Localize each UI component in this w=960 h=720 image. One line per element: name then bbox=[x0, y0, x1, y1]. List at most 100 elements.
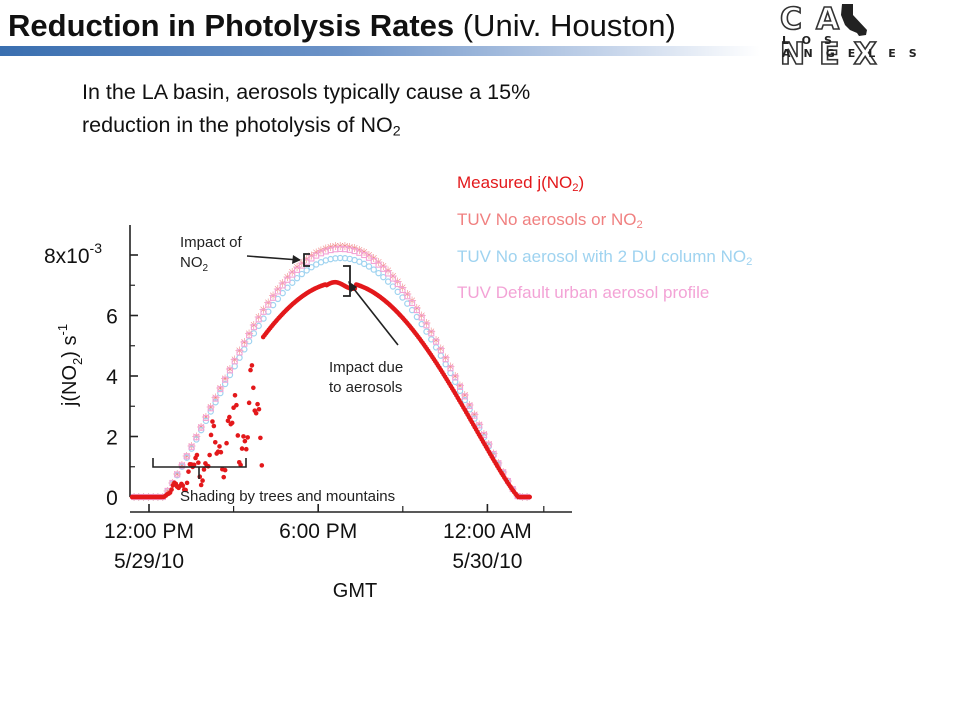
data-point-measured bbox=[207, 452, 212, 458]
x-tick-label: 12:00 PM bbox=[104, 520, 194, 543]
calnex-logo: CA NEX LOS ANGELES bbox=[779, 1, 950, 73]
ylabel-sup: -1 bbox=[55, 324, 70, 336]
data-point-measured bbox=[210, 419, 215, 424]
data-point-star: ✳ bbox=[431, 334, 440, 347]
data-point-square bbox=[246, 332, 253, 339]
data-point-star: ✳ bbox=[235, 345, 244, 358]
data-point-measured bbox=[194, 452, 200, 458]
x-tick-date: 5/29/10 bbox=[114, 550, 184, 573]
data-point-measured bbox=[253, 410, 259, 416]
logo-location: LOS ANGELES bbox=[782, 34, 930, 60]
data-point-circle bbox=[360, 260, 368, 268]
data-point-star: ✳ bbox=[441, 352, 450, 365]
data-point-star: ✳ bbox=[259, 304, 268, 317]
data-point-circle bbox=[308, 263, 315, 271]
data-point-circle bbox=[207, 408, 214, 415]
bracket-aerosols bbox=[343, 265, 351, 297]
data-point-measured bbox=[183, 487, 188, 493]
subtitle: In the LA basin, aerosols typically caus… bbox=[82, 76, 722, 149]
data-point-square bbox=[226, 367, 233, 374]
data-point-square bbox=[437, 347, 444, 354]
data-point-square bbox=[212, 395, 219, 402]
annotation-aerosols-line2: to aerosols bbox=[329, 379, 402, 396]
data-point-circle bbox=[221, 380, 229, 388]
slide-title: Reduction in Photolysis Rates (Univ. Hou… bbox=[8, 8, 676, 48]
data-point-square bbox=[442, 356, 449, 363]
data-point-star: ✳ bbox=[240, 336, 249, 349]
data-point-square bbox=[174, 471, 181, 478]
data-point-measured bbox=[259, 463, 265, 468]
data-point-square bbox=[265, 301, 272, 308]
legend-item-tuv-no-aerosols: TUV No aerosols or NO2 bbox=[457, 204, 752, 241]
legend-text: TUV No aerosols or NO bbox=[457, 209, 637, 229]
data-point-measured bbox=[251, 385, 256, 391]
legend: Measured j(NO2) TUV No aerosols or NO2 T… bbox=[457, 167, 752, 308]
data-point-measured bbox=[234, 402, 239, 408]
y-axis-label: j(NO2) s-1 bbox=[55, 324, 85, 407]
legend-item-measured: Measured j(NO2) bbox=[457, 167, 752, 204]
data-point-square bbox=[279, 282, 286, 289]
data-point-square bbox=[466, 402, 473, 410]
data-point-square bbox=[394, 280, 401, 288]
arrow-impact-no2 bbox=[246, 255, 300, 261]
ylabel-sub: 2 bbox=[70, 358, 85, 365]
y-tick-text: 0 bbox=[106, 487, 118, 510]
data-point-measured bbox=[218, 449, 224, 455]
data-point-square bbox=[183, 453, 190, 460]
data-point-star: ✳ bbox=[206, 401, 215, 414]
data-point-measured bbox=[248, 367, 253, 373]
data-point-measured bbox=[241, 434, 246, 439]
data-point-measured bbox=[224, 440, 229, 446]
y-tick-label: 0 bbox=[106, 487, 118, 510]
data-point-measured bbox=[255, 401, 260, 407]
data-point-square bbox=[207, 405, 214, 412]
annotation-shading: Shading by trees and mountains bbox=[180, 488, 395, 505]
data-point-square bbox=[365, 254, 373, 261]
data-point-circle bbox=[375, 269, 382, 277]
data-point-star: ✳ bbox=[427, 325, 436, 338]
data-point-circle bbox=[298, 270, 306, 278]
data-point-star: ✳ bbox=[254, 311, 263, 324]
legend-tail: ) bbox=[578, 173, 585, 192]
data-point-measured bbox=[258, 435, 263, 441]
legend-sub: 2 bbox=[572, 181, 579, 194]
data-point-measured bbox=[217, 444, 222, 449]
data-point-measured bbox=[242, 438, 248, 444]
data-point-measured bbox=[180, 483, 186, 488]
x-tick-label: 6:00 PM bbox=[279, 520, 357, 543]
data-point-square bbox=[418, 314, 425, 321]
x-axis-label: GMT bbox=[333, 580, 377, 602]
data-point-measured bbox=[246, 400, 252, 406]
data-point-square bbox=[428, 330, 435, 337]
ylabel-main: j(NO bbox=[59, 365, 81, 407]
x-ticks: 12:00 PM 5/29/10 6:00 PM 12:00 AM 5/30/10 bbox=[104, 504, 545, 573]
series-3 bbox=[131, 245, 531, 501]
data-point-circle bbox=[293, 274, 301, 282]
data-point-square bbox=[231, 358, 238, 365]
data-point-star: ✳ bbox=[230, 354, 239, 367]
data-point-measured bbox=[169, 487, 174, 492]
data-point-square bbox=[217, 386, 224, 393]
data-point-measured bbox=[245, 435, 250, 440]
data-point-star: ✳ bbox=[216, 382, 225, 395]
annotation-impact-no2-line2: NO2 bbox=[180, 254, 209, 274]
data-point-star: ✳ bbox=[455, 380, 464, 393]
data-point-measured bbox=[184, 480, 190, 486]
data-point-star: ✳ bbox=[470, 409, 479, 422]
data-point-measured bbox=[239, 446, 245, 451]
annotation-aerosols-line1: Impact due bbox=[329, 359, 403, 376]
data-point-measured bbox=[221, 474, 227, 480]
data-point-measured bbox=[211, 423, 217, 429]
data-point-measured bbox=[186, 469, 191, 474]
data-point-star: ✳ bbox=[436, 343, 445, 356]
data-point-measured bbox=[256, 406, 262, 412]
legend-text: TUV No aerosol with 2 DU column NO bbox=[457, 246, 747, 266]
data-point-measured bbox=[208, 432, 214, 438]
data-point-measured bbox=[229, 420, 235, 426]
arrow-head-aerosols bbox=[348, 281, 357, 292]
data-point-measured bbox=[225, 418, 231, 424]
subtitle-line-1: In the LA basin, aerosols typically caus… bbox=[82, 80, 531, 104]
data-point-measured bbox=[249, 363, 255, 368]
data-point-star: ✳ bbox=[225, 363, 234, 376]
